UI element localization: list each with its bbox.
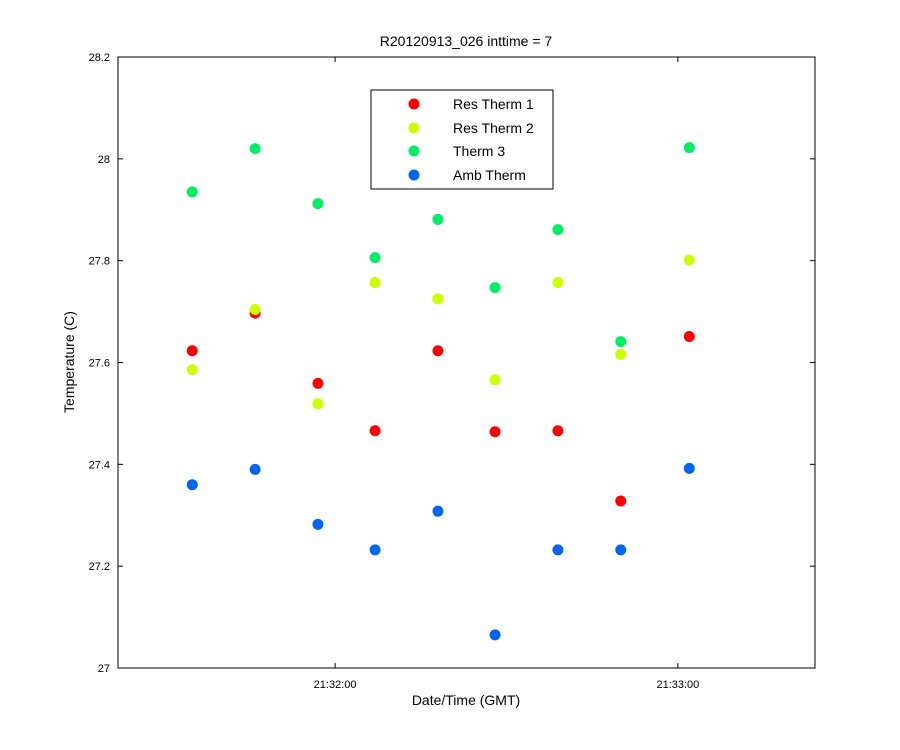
data-point-res-therm-2: [369, 277, 381, 289]
data-point-amb-therm: [552, 544, 564, 556]
data-point-therm-3: [683, 142, 695, 154]
data-point-amb-therm: [489, 629, 501, 641]
data-point-res-therm-2: [432, 293, 444, 305]
data-point-therm-3: [249, 143, 261, 155]
data-point-res-therm-1: [683, 331, 695, 343]
data-point-therm-3: [489, 282, 501, 294]
x-axis-label: Date/Time (GMT): [412, 692, 520, 708]
y-tick-label: 27: [98, 663, 110, 675]
data-point-res-therm-1: [615, 495, 627, 507]
data-point-therm-3: [432, 213, 444, 225]
data-point-res-therm-1: [432, 345, 444, 357]
x-tick-label: 21:33:00: [656, 679, 699, 691]
data-point-res-therm-2: [489, 374, 501, 386]
legend-label-res-therm-1: Res Therm 1: [453, 96, 534, 112]
legend-label-therm-3: Therm 3: [453, 143, 505, 159]
legend-marker-therm-3: [408, 145, 420, 157]
legend-marker-res-therm-2: [408, 122, 420, 134]
data-point-res-therm-2: [186, 364, 198, 376]
data-points: [186, 142, 695, 641]
y-tick-label: 28: [98, 154, 110, 166]
data-point-res-therm-1: [186, 345, 198, 357]
data-point-amb-therm: [683, 462, 695, 474]
data-point-res-therm-2: [312, 398, 324, 410]
data-point-therm-3: [312, 198, 324, 210]
data-point-res-therm-1: [312, 377, 324, 389]
legend-marker-amb-therm: [408, 169, 420, 181]
data-point-res-therm-2: [249, 304, 261, 316]
data-point-amb-therm: [432, 505, 444, 517]
data-point-res-therm-2: [683, 254, 695, 266]
x-tick-label: 21:32:00: [314, 679, 357, 691]
data-point-therm-3: [552, 224, 564, 236]
legend-label-amb-therm: Amb Therm: [453, 167, 526, 183]
y-tick-label: 28.2: [89, 52, 110, 64]
legend: Res Therm 1 Res Therm 2 Therm 3 Amb Ther…: [370, 89, 554, 190]
y-tick-label: 27.8: [89, 256, 110, 268]
data-point-therm-3: [615, 336, 627, 348]
data-point-amb-therm: [186, 479, 198, 491]
data-point-res-therm-1: [552, 425, 564, 437]
data-point-therm-3: [186, 186, 198, 198]
legend-box: [370, 89, 554, 190]
legend-label-res-therm-2: Res Therm 2: [453, 120, 534, 136]
y-tick-label: 27.6: [89, 358, 110, 370]
y-tick-label: 27.2: [89, 561, 110, 573]
data-point-res-therm-1: [369, 425, 381, 437]
data-point-amb-therm: [249, 463, 261, 475]
data-point-amb-therm: [312, 518, 324, 530]
data-point-res-therm-1: [489, 426, 501, 438]
legend-marker-res-therm-1: [408, 98, 420, 110]
y-tick-label: 27.4: [89, 459, 110, 471]
data-point-res-therm-2: [615, 348, 627, 360]
data-point-amb-therm: [369, 544, 381, 556]
y-axis-label: Temperature (C): [61, 311, 77, 413]
axis-ticks: 27 27.2 27.4 27.6 27.8 28 28.2 21:32:00 21:33:00: [89, 52, 815, 691]
data-point-amb-therm: [615, 544, 627, 556]
data-point-therm-3: [369, 252, 381, 264]
chart-title: R20120913_026 inttime = 7: [380, 33, 553, 49]
data-point-res-therm-2: [552, 277, 564, 289]
